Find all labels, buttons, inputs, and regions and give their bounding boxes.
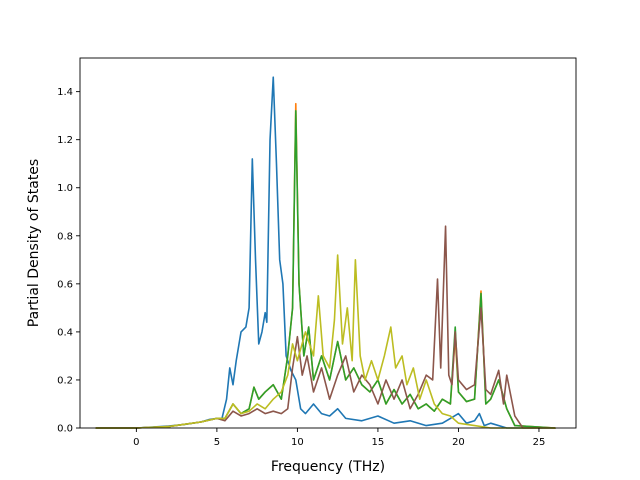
x-tick-label-0: 0 — [133, 437, 139, 448]
x-axis-ticks: 0 5 10 15 20 25 — [133, 428, 545, 448]
y-tick-label-7: 1.4 — [57, 87, 73, 98]
y-axis-ticks: 0.0 0.2 0.4 0.6 0.8 1.0 1.2 1.4 — [57, 87, 80, 435]
plot-background — [80, 58, 576, 428]
plot-frame — [79, 57, 577, 429]
series-line-4 — [95, 254, 556, 429]
x-axis-label: Frequency (THz) — [271, 459, 385, 475]
series-layer — [95, 76, 556, 429]
y-tick-label-1: 0.2 — [57, 375, 73, 386]
x-tick-label-3: 15 — [372, 437, 385, 448]
x-tick-label-2: 10 — [291, 437, 304, 448]
y-tick-label-3: 0.6 — [57, 279, 73, 290]
series-line-0 — [95, 76, 556, 429]
x-tick-label-1: 5 — [214, 437, 220, 448]
series-line-2 — [95, 110, 556, 429]
y-tick-label-0: 0.0 — [57, 424, 73, 435]
y-tick-label-2: 0.4 — [57, 327, 73, 338]
y-tick-label-4: 0.8 — [57, 231, 73, 242]
y-tick-label-5: 1.0 — [57, 183, 73, 194]
x-tick-label-4: 20 — [452, 437, 465, 448]
x-tick-label-5: 25 — [533, 437, 546, 448]
y-axis-label: Partial Density of States — [26, 159, 42, 327]
y-tick-label-6: 1.2 — [57, 135, 73, 146]
series-line-3 — [95, 225, 556, 429]
